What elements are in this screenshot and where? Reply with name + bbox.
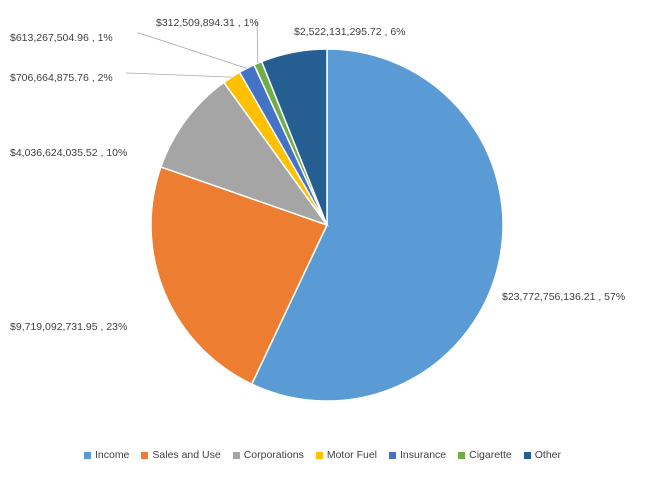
data-label-corporations: $4,036,624,035.52 , 10% bbox=[10, 147, 127, 159]
legend-swatch bbox=[389, 451, 397, 459]
legend-swatch bbox=[232, 451, 240, 459]
legend-swatch bbox=[458, 451, 466, 459]
legend-item-sales-and-use: Sales and Use bbox=[141, 449, 221, 461]
data-label-other: $2,522,131,295.72 , 6% bbox=[294, 26, 406, 38]
legend-item-insurance: Insurance bbox=[389, 449, 446, 461]
chart-legend: Income Sales and Use Corporations Motor Fue… bbox=[0, 447, 645, 463]
legend-swatch bbox=[141, 451, 149, 459]
pie-slice-other bbox=[260, 48, 328, 226]
legend-label: Cigarette bbox=[469, 449, 512, 461]
leader-line bbox=[126, 72, 232, 78]
legend-swatch bbox=[83, 451, 91, 459]
legend-label: Sales and Use bbox=[152, 449, 221, 461]
leader-line bbox=[137, 32, 247, 69]
legend-label: Income bbox=[94, 449, 130, 461]
legend-swatch bbox=[523, 451, 531, 459]
data-label-motor-fuel: $706,664,875.76 , 2% bbox=[10, 72, 113, 84]
pie-slice-income bbox=[250, 48, 504, 402]
legend-item-motor-fuel: Motor Fuel bbox=[315, 449, 378, 461]
pie-chart-svg: $23,772,756,136.21 , 57% $9,719,092,731.9… bbox=[10, 17, 625, 402]
legend-label: Motor Fuel bbox=[326, 449, 378, 461]
legend-label: Other bbox=[534, 449, 562, 461]
legend-item-other: Other bbox=[523, 449, 562, 461]
leader-line bbox=[255, 21, 259, 64]
data-label-insurance: $613,267,504.96 , 1% bbox=[10, 32, 113, 44]
data-label-sales-and-use: $9,719,092,731.95 , 23% bbox=[10, 321, 127, 333]
legend-swatch bbox=[315, 451, 323, 459]
legend-item-cigarette: Cigarette bbox=[458, 449, 512, 461]
pie-slice-corporations bbox=[159, 81, 330, 227]
legend-item-income: Income bbox=[83, 449, 130, 461]
pie-slice-sales-and-use bbox=[150, 166, 329, 386]
data-label-income: $23,772,756,136.21 , 57% bbox=[502, 291, 625, 303]
legend-item-corporations: Corporations bbox=[232, 449, 304, 461]
legend-label: Corporations bbox=[243, 449, 304, 461]
data-label-cigarette: $312,509,894.31 , 1% bbox=[156, 17, 259, 29]
legend-label: Insurance bbox=[400, 449, 447, 461]
